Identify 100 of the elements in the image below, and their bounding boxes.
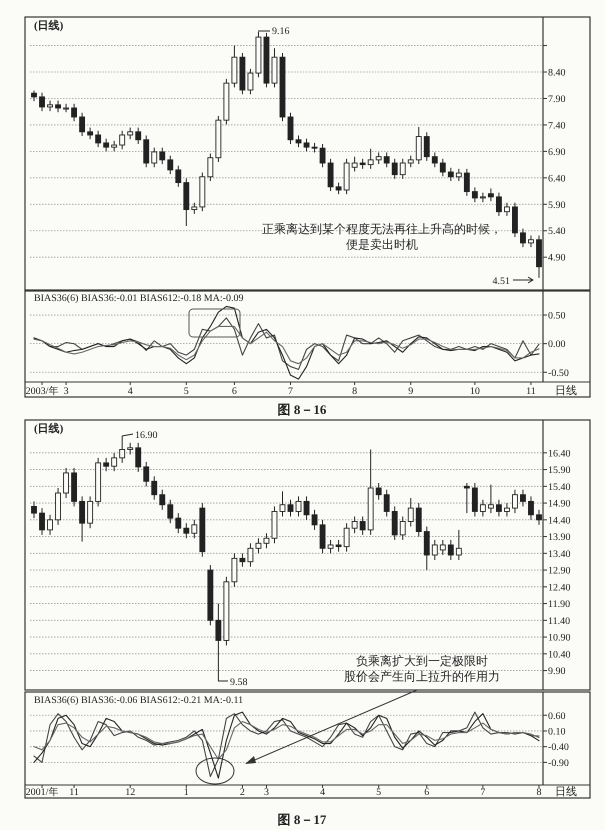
x-tick-label: 11	[69, 787, 79, 798]
candlestick	[336, 182, 342, 195]
candlestick	[247, 68, 254, 95]
candlestick	[304, 496, 310, 520]
x-tick-label: 8	[536, 787, 542, 798]
candlestick	[151, 147, 158, 168]
candlestick	[384, 489, 390, 517]
caption: 图 8－17	[278, 812, 327, 827]
candlestick	[392, 158, 398, 180]
annotation: 正乘离达到某个程度无法再往上升高的时候，便是卖出时机	[262, 222, 502, 252]
candlestick	[55, 100, 61, 113]
candlestick	[328, 158, 334, 192]
candlestick	[127, 127, 134, 140]
annotation: 9.16	[272, 26, 290, 37]
candlestick	[215, 603, 222, 682]
candlestick	[191, 202, 198, 214]
candlestick	[312, 509, 318, 530]
candlestick	[464, 482, 470, 514]
x-tick-label: 1	[184, 787, 189, 798]
y-tick-label: 11.40	[548, 616, 570, 627]
candlestick	[344, 522, 350, 552]
candlestick	[79, 112, 86, 137]
candlestick	[352, 516, 358, 534]
candlestick	[87, 496, 94, 529]
candlestick	[472, 186, 478, 203]
candlestick	[320, 143, 326, 168]
text: 日线	[555, 384, 577, 397]
chart-title: (日线)	[34, 19, 64, 32]
candlestick	[143, 461, 150, 487]
candlestick	[95, 130, 102, 148]
line-series	[33, 720, 540, 760]
candlestick	[512, 489, 518, 514]
candlestick	[504, 202, 510, 216]
candlestick	[448, 167, 454, 182]
y-tick-label: 12.40	[548, 582, 570, 594]
candlestick	[448, 539, 454, 561]
candlestick	[336, 539, 342, 552]
candlestick	[119, 130, 126, 150]
chart-title: BIAS36(6) BIAS36:-0.01 BIAS612:-0.18 MA:-0.09	[34, 293, 244, 304]
candlestick	[408, 155, 414, 168]
candlestick	[296, 135, 302, 148]
y-tick-label: 14.90	[548, 498, 570, 510]
candlestick	[408, 498, 414, 528]
x-tick-label: 2001/年	[26, 786, 58, 798]
candlestick	[175, 512, 182, 534]
y-tick-label: 5.90	[548, 200, 566, 211]
y-tick-label: 4.90	[548, 252, 566, 264]
y-tick-label: 9.90	[548, 666, 566, 678]
candlestick	[528, 496, 534, 520]
candlestick	[39, 508, 45, 536]
candlestick	[456, 168, 462, 182]
y-tick-label: 12.90	[548, 566, 570, 577]
candlestick	[63, 467, 70, 499]
candlestick	[360, 516, 366, 536]
x-tick-label: 5	[376, 787, 382, 798]
candlestick	[135, 442, 142, 472]
x-tick-label: 5	[184, 386, 189, 397]
y-tick-label: 6.90	[548, 146, 566, 158]
candlestick	[376, 152, 382, 165]
candlestick	[207, 153, 214, 182]
y-tick-label: 7.90	[548, 94, 566, 105]
candlestick	[440, 539, 446, 556]
x-tick-label: 9	[408, 386, 414, 397]
y-tick-label: 15.40	[548, 482, 570, 493]
candlestick	[312, 142, 318, 153]
y-tick-label: 8.40	[548, 68, 566, 79]
candlestick	[384, 152, 390, 168]
y-tick-label: 0.00	[548, 339, 566, 350]
candlestick	[119, 436, 126, 464]
candlestick	[400, 516, 406, 540]
candlestick	[496, 192, 502, 216]
x-tick-label: 8	[352, 386, 358, 397]
candlestick	[496, 499, 502, 517]
candlestick	[304, 138, 310, 152]
candlestick	[47, 514, 53, 536]
candlestick	[424, 526, 430, 571]
y-tick-label: 5.40	[548, 226, 566, 238]
x-tick-label: 11	[526, 386, 536, 397]
candlestick	[264, 532, 270, 549]
candlestick	[71, 103, 78, 122]
candlestick	[432, 539, 438, 561]
candlestick	[392, 506, 398, 540]
y-tick-label: 6.40	[548, 173, 566, 184]
candlestick	[464, 168, 470, 196]
candlestick	[231, 552, 238, 588]
text: 日线	[555, 785, 577, 798]
candlestick	[360, 158, 366, 170]
y-tick-label: 13.90	[548, 532, 570, 544]
candlestick	[167, 499, 174, 524]
candlestick	[103, 457, 110, 472]
line-series	[33, 326, 540, 364]
candlestick	[416, 126, 422, 165]
candlestick	[159, 489, 166, 510]
x-tick-label: 4	[320, 787, 326, 798]
candlestick	[368, 148, 374, 170]
candlestick	[288, 112, 294, 144]
y-tick-label: -0.40	[548, 742, 569, 754]
annotation: 16.90	[135, 430, 158, 441]
y-tick-label: 0.60	[548, 710, 566, 722]
candlestick	[320, 519, 326, 554]
